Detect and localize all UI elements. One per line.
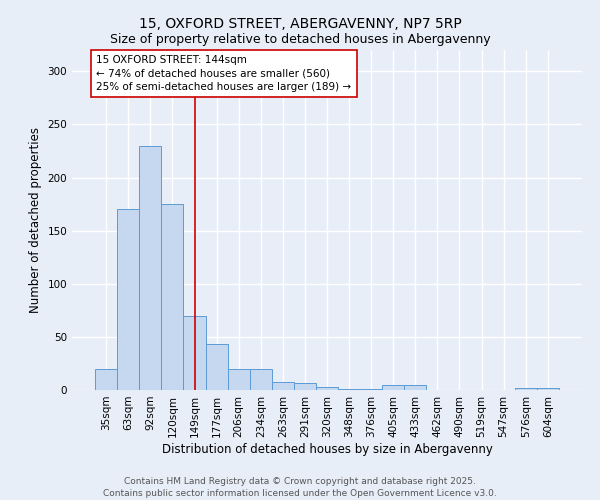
- Text: 15, OXFORD STREET, ABERGAVENNY, NP7 5RP: 15, OXFORD STREET, ABERGAVENNY, NP7 5RP: [139, 18, 461, 32]
- Bar: [206, 344, 227, 390]
- Bar: [294, 382, 316, 390]
- X-axis label: Distribution of detached houses by size in Abergavenny: Distribution of detached houses by size …: [161, 442, 493, 456]
- Bar: [272, 382, 294, 390]
- Text: Size of property relative to detached houses in Abergavenny: Size of property relative to detached ho…: [110, 32, 490, 46]
- Bar: [515, 388, 537, 390]
- Bar: [316, 387, 338, 390]
- Y-axis label: Number of detached properties: Number of detached properties: [29, 127, 42, 313]
- Bar: [250, 369, 272, 390]
- Bar: [117, 210, 139, 390]
- Text: 15 OXFORD STREET: 144sqm
← 74% of detached houses are smaller (560)
25% of semi-: 15 OXFORD STREET: 144sqm ← 74% of detach…: [96, 56, 352, 92]
- Bar: [139, 146, 161, 390]
- Bar: [404, 384, 427, 390]
- Bar: [537, 388, 559, 390]
- Text: Contains HM Land Registry data © Crown copyright and database right 2025.
Contai: Contains HM Land Registry data © Crown c…: [103, 476, 497, 498]
- Bar: [227, 369, 250, 390]
- Bar: [338, 389, 360, 390]
- Bar: [184, 316, 206, 390]
- Bar: [95, 369, 117, 390]
- Bar: [360, 389, 382, 390]
- Bar: [161, 204, 184, 390]
- Bar: [382, 384, 404, 390]
